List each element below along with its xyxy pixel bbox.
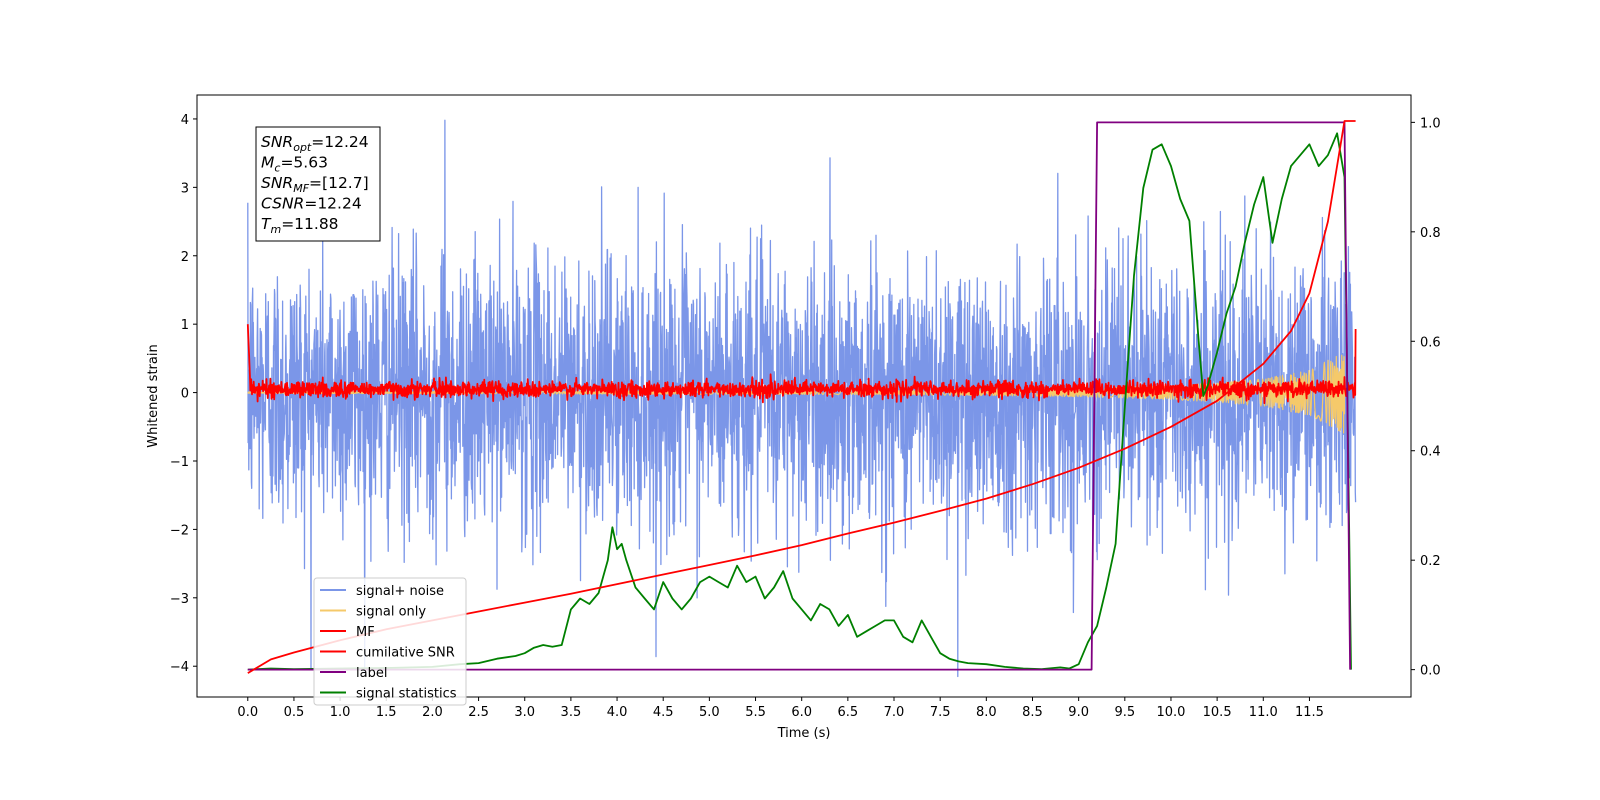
x-tick-label: 4.5	[653, 705, 674, 720]
annotation-line: Tm=11.88	[261, 215, 339, 236]
x-tick-label: 11.5	[1295, 705, 1324, 720]
legend-label: cumilative SNR	[356, 646, 455, 661]
annotation-value: =12.24	[311, 133, 368, 151]
x-tick-label: 2.0	[422, 705, 443, 720]
x-tick-label: 3.0	[514, 705, 535, 720]
annotation-symbol: SNR	[261, 174, 293, 192]
y-tick-label: −3	[170, 592, 189, 607]
annotation-value: =11.88	[281, 215, 338, 233]
x-tick-label: 0.5	[284, 705, 305, 720]
x-tick-label: 10.0	[1156, 705, 1185, 720]
legend-label: signal only	[356, 605, 426, 620]
x-axis-label: Time (s)	[777, 726, 831, 741]
annotation-subscript: MF	[293, 182, 309, 195]
y-tick-label: 3	[181, 181, 189, 196]
annotation-value: =5.63	[280, 154, 328, 172]
legend-label: signal statistics	[356, 687, 457, 702]
series-line-label	[247, 121, 1351, 671]
y-tick-label: −2	[170, 523, 189, 538]
y2-tick-label: 0.0	[1420, 664, 1441, 679]
x-tick-label: 1.5	[376, 705, 397, 720]
y-tick-label: 2	[181, 250, 189, 265]
x-tick-label: 2.5	[468, 705, 489, 720]
x-tick-label: 5.0	[699, 705, 720, 720]
y-axis-label: Whitened strain	[146, 344, 161, 447]
x-tick-label: 10.5	[1203, 705, 1232, 720]
snr-annotation-box: SNRopt=12.24Mc=5.63SNRMF=[12.7]CSNR=12.2…	[255, 126, 381, 242]
legend: signal+ noise signal only MF cumilative SNR…	[313, 577, 467, 706]
y2-tick-label: 0.2	[1420, 554, 1441, 569]
annotation-symbol: T	[261, 215, 272, 233]
series-line-signal-noise	[247, 119, 1357, 678]
y-tick-label: −4	[170, 660, 189, 675]
x-tick-label: 4.0	[607, 705, 628, 720]
annotation-subscript: opt	[293, 141, 312, 154]
legend-frame	[313, 577, 467, 706]
axes-frame	[196, 94, 1412, 698]
annotation-line: Mc=5.63	[261, 154, 328, 175]
series-line-signal-statistics	[247, 132, 1352, 671]
x-tick-label: 7.5	[930, 705, 951, 720]
x-tick-label: 0.0	[237, 705, 258, 720]
y-tick-label: 0	[181, 387, 189, 402]
legend-label: MF	[356, 625, 375, 640]
y2-tick-label: 1.0	[1420, 116, 1441, 131]
annotation-symbol: CSNR	[261, 195, 304, 213]
y-tick-label: −1	[170, 455, 189, 470]
legend-label: signal+ noise	[356, 584, 444, 599]
x-tick-label: 1.0	[330, 705, 351, 720]
x-tick-label: 9.0	[1068, 705, 1089, 720]
x-tick-label: 6.0	[791, 705, 812, 720]
annotation-value: =[12.7]	[309, 174, 369, 192]
x-tick-label: 9.5	[1114, 705, 1135, 720]
legend-label: label	[356, 666, 387, 681]
x-tick-label: 6.5	[838, 705, 859, 720]
x-tick-label: 11.0	[1249, 705, 1278, 720]
annotation-subscript: c	[274, 162, 280, 175]
annotation-value: =12.24	[304, 195, 361, 213]
y-tick-label: 4	[181, 113, 189, 128]
annotation-line: CSNR=12.24	[261, 195, 362, 213]
annotation-symbol: M	[261, 154, 274, 172]
annotation-line: SNRMF=[12.7]	[261, 174, 369, 195]
y2-tick-label: 0.4	[1420, 445, 1441, 460]
y2-tick-label: 0.8	[1420, 226, 1441, 241]
annotation-line: SNRopt=12.24	[261, 133, 369, 154]
annotation-symbol: SNR	[261, 133, 293, 151]
x-tick-label: 5.5	[745, 705, 766, 720]
x-tick-label: 8.5	[1022, 705, 1043, 720]
y-tick-label: 1	[181, 318, 189, 333]
x-tick-label: 3.5	[561, 705, 582, 720]
x-tick-label: 7.0	[884, 705, 905, 720]
annotation-frame	[255, 126, 381, 242]
x-tick-label: 8.0	[976, 705, 997, 720]
series-line-mf	[246, 324, 1357, 405]
y2-tick-label: 0.6	[1420, 335, 1441, 350]
annotation-subscript: m	[270, 223, 281, 236]
